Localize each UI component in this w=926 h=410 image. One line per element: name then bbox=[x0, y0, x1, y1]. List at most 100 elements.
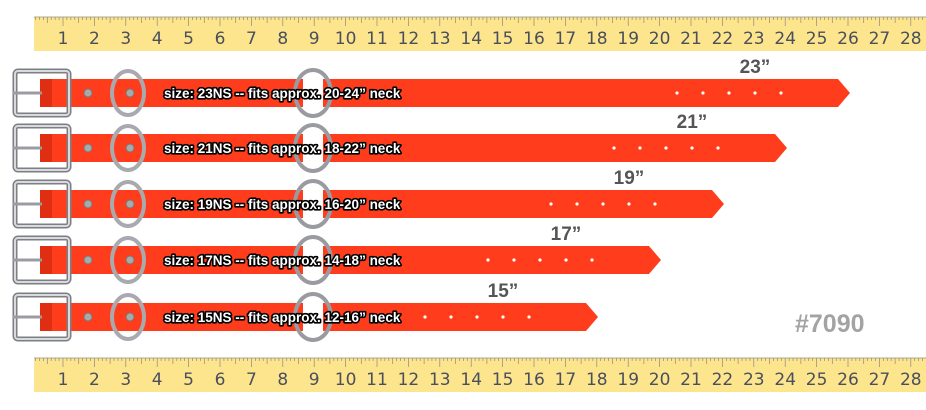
collar-hole bbox=[601, 202, 605, 206]
ruler-number: 10 bbox=[335, 29, 357, 49]
ruler-number: 16 bbox=[523, 370, 545, 390]
ruler-number: 11 bbox=[366, 370, 388, 390]
size-label: size: 23NS -- fits approx. 20-24” neck bbox=[164, 86, 401, 101]
ruler-top: 1 2 3 4 5 6 7 8 9 10 11 12 13 14 15 16 17 18 19 20 21 22 23 24 2… bbox=[34, 16, 926, 51]
ruler-number: 3 bbox=[120, 29, 131, 49]
collar-strap bbox=[40, 246, 661, 274]
collar-list: size: 23NS -- fits approx. 20-24” neck 23… bbox=[12, 57, 850, 342]
o-ring-icon bbox=[293, 292, 333, 342]
ruler-number: 2 bbox=[89, 370, 100, 390]
d-ring-icon bbox=[110, 236, 146, 284]
length-label: 23” bbox=[740, 57, 771, 78]
collar-hole bbox=[590, 258, 594, 262]
collar-hole bbox=[779, 91, 783, 95]
length-label: 21” bbox=[677, 112, 708, 133]
ruler-number: 11 bbox=[366, 29, 388, 49]
ruler-number: 8 bbox=[277, 370, 288, 390]
size-label: size: 19NS -- fits approx. 16-20” neck bbox=[164, 197, 401, 212]
collar-hole bbox=[675, 91, 679, 95]
ruler-number: 14 bbox=[460, 29, 482, 49]
ruler-number: 15 bbox=[492, 370, 514, 390]
ruler-number: 22 bbox=[712, 370, 734, 390]
collar-hole bbox=[549, 202, 553, 206]
collar-hole bbox=[638, 146, 642, 150]
ruler-number: 23 bbox=[743, 370, 765, 390]
ruler-number: 21 bbox=[680, 370, 702, 390]
ruler-number: 9 bbox=[309, 29, 320, 49]
ruler-number: 14 bbox=[460, 370, 482, 390]
collar-hole bbox=[753, 91, 757, 95]
ruler-number: 26 bbox=[837, 29, 859, 49]
ruler-number: 1 bbox=[58, 29, 69, 49]
rivet-icon bbox=[125, 143, 135, 153]
rivet-icon bbox=[83, 143, 93, 153]
ruler-number: 18 bbox=[586, 29, 608, 49]
collar-hole bbox=[653, 202, 657, 206]
ruler-number: 27 bbox=[869, 370, 891, 390]
collar-strap bbox=[40, 134, 787, 162]
ruler-number: 24 bbox=[774, 29, 796, 49]
collar-hole bbox=[475, 315, 479, 319]
ruler-number: 13 bbox=[429, 29, 451, 49]
ruler-number: 8 bbox=[277, 29, 288, 49]
size-label: size: 15NS -- fits approx. 12-16” neck bbox=[164, 310, 401, 325]
collar: size: 17NS -- fits approx. 14-18” neck 17… bbox=[12, 224, 661, 285]
d-ring-icon bbox=[110, 124, 146, 172]
collar-hole bbox=[575, 202, 579, 206]
collar-hole bbox=[501, 315, 505, 319]
ruler-number: 18 bbox=[586, 370, 608, 390]
ruler-number: 24 bbox=[774, 370, 796, 390]
ruler-bottom: 1 2 3 4 5 6 7 8 9 10 11 12 13 14 15 16 17 18 19 20 21 22 23 24 2… bbox=[34, 357, 926, 392]
o-ring-icon bbox=[293, 179, 333, 229]
collar-hole bbox=[701, 91, 705, 95]
collar: size: 15NS -- fits approx. 12-16” neck 15… bbox=[12, 281, 598, 342]
rivet-icon bbox=[83, 312, 93, 322]
collar-hole bbox=[612, 146, 616, 150]
ruler-number: 22 bbox=[712, 29, 734, 49]
o-ring-icon bbox=[293, 235, 333, 285]
ruler-number: 28 bbox=[900, 29, 922, 49]
rivet-icon bbox=[83, 255, 93, 265]
rivet-icon bbox=[125, 88, 135, 98]
collar-hole bbox=[527, 315, 531, 319]
ruler-number: 15 bbox=[492, 29, 514, 49]
ruler-number: 28 bbox=[900, 370, 922, 390]
ruler-number: 23 bbox=[743, 29, 765, 49]
ruler-number: 2 bbox=[89, 29, 100, 49]
d-ring-icon bbox=[110, 293, 146, 341]
ruler-body bbox=[34, 17, 926, 51]
ruler-number: 4 bbox=[152, 370, 163, 390]
ruler-number: 12 bbox=[398, 29, 420, 49]
ruler-number: 25 bbox=[806, 370, 828, 390]
collar-hole bbox=[564, 258, 568, 262]
ruler-number: 13 bbox=[429, 370, 451, 390]
collar-hole bbox=[727, 91, 731, 95]
ruler-number: 5 bbox=[183, 29, 194, 49]
collar-hole bbox=[423, 315, 427, 319]
rivet-icon bbox=[83, 88, 93, 98]
collar-hole bbox=[716, 146, 720, 150]
collar: size: 21NS -- fits approx. 18-22” neck 21… bbox=[12, 112, 787, 173]
ruler-number: 12 bbox=[398, 370, 420, 390]
collar-strap bbox=[40, 79, 850, 107]
ruler-number: 20 bbox=[649, 370, 671, 390]
rivet-icon bbox=[125, 199, 135, 209]
collar-hole bbox=[664, 146, 668, 150]
length-label: 17” bbox=[551, 224, 582, 245]
rivet-icon bbox=[125, 255, 135, 265]
collar-hole bbox=[512, 258, 516, 262]
rivet-icon bbox=[125, 312, 135, 322]
collar: size: 23NS -- fits approx. 20-24” neck 23… bbox=[12, 57, 850, 118]
ruler-number: 25 bbox=[806, 29, 828, 49]
size-label: size: 17NS -- fits approx. 14-18” neck bbox=[164, 253, 401, 268]
rivet-icon bbox=[83, 199, 93, 209]
ruler-number: 19 bbox=[617, 29, 639, 49]
d-ring-icon bbox=[110, 69, 146, 117]
size-label: size: 21NS -- fits approx. 18-22” neck bbox=[164, 141, 401, 156]
ruler-number: 16 bbox=[523, 29, 545, 49]
collar-strap bbox=[40, 190, 724, 218]
ruler-number: 7 bbox=[246, 29, 257, 49]
ruler-number: 20 bbox=[649, 29, 671, 49]
length-label: 15” bbox=[488, 281, 519, 302]
ruler-number: 4 bbox=[152, 29, 163, 49]
